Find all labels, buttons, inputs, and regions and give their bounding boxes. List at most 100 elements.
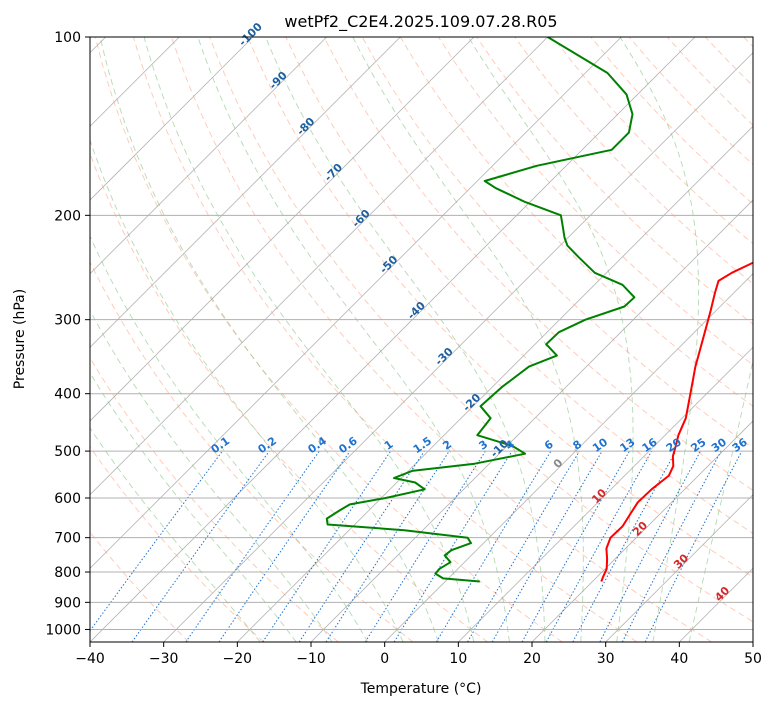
x-tick-label: 0 <box>380 651 389 667</box>
mixing-ratio-label: 0.6 <box>336 434 360 456</box>
mixing-ratio-line <box>185 450 320 642</box>
dry-adiabat-line <box>90 531 190 642</box>
isotherm-line <box>605 494 753 642</box>
dry-adiabat-line <box>247 37 753 578</box>
mixing-ratio-line <box>599 450 701 642</box>
dry-adiabat-line <box>90 261 414 642</box>
isotherm-label: -100 <box>236 20 265 49</box>
mixing-ratio-label: 1 <box>382 438 396 453</box>
temperature-profile-line <box>600 261 753 582</box>
isotherm-label: -70 <box>322 161 345 184</box>
mixing-ratio-line <box>90 450 223 632</box>
mixing-ratio-label: 10 <box>590 435 610 455</box>
moist-adiabat-line <box>265 37 546 642</box>
isotherm-label: 20 <box>630 519 650 539</box>
x-tick-label: 20 <box>523 651 541 667</box>
isotherm-line <box>90 37 622 569</box>
x-tick-label: −30 <box>149 651 179 667</box>
isotherm-line <box>384 273 753 642</box>
dry-adiabat-line <box>209 37 753 623</box>
y-tick-label: 1000 <box>45 622 81 638</box>
isotherm-label: -50 <box>377 253 400 276</box>
dry-adiabat-line <box>171 37 712 642</box>
mixing-ratio-label: 25 <box>689 436 709 455</box>
moist-adiabat-line <box>143 37 475 642</box>
moist-adiabat-line <box>90 138 404 642</box>
y-tick-label: 400 <box>54 387 81 403</box>
mixing-ratio-line <box>644 450 743 642</box>
dry-adiabat-line <box>743 37 753 48</box>
isotherm-line <box>310 199 753 642</box>
y-axis: 100 200 300 400 500 600 700 800 900 1000 <box>45 30 90 638</box>
pressure-gridlines <box>90 37 753 630</box>
moist-adiabat-line <box>99 37 439 642</box>
isotherm-line <box>679 567 753 642</box>
y-tick-label: 700 <box>54 531 81 547</box>
isotherm-label: 30 <box>671 551 691 571</box>
isotherm-label: -20 <box>460 391 483 414</box>
mixing-ratio-line <box>325 450 450 642</box>
mixing-ratio-line <box>572 450 677 642</box>
dry-adiabat-line <box>514 37 753 285</box>
mixing-ratio-line <box>262 450 392 642</box>
mixing-ratio-label: 0.1 <box>209 434 232 456</box>
y-tick-label: 800 <box>54 565 81 581</box>
mixing-ratio-label: 8 <box>571 438 585 453</box>
y-tick-label: 600 <box>54 491 81 507</box>
mixing-ratio-label: 6 <box>542 438 556 453</box>
dry-adiabat-line <box>323 37 753 491</box>
isotherm-label: -30 <box>432 345 455 368</box>
mixing-ratio-label: 0.4 <box>306 434 330 456</box>
moist-adiabat-line <box>90 235 369 642</box>
isotherm-label: -40 <box>405 299 428 322</box>
x-axis: −40 −30 −20 −10 0 10 20 30 40 50 <box>75 642 762 667</box>
x-tick-label: −20 <box>223 651 253 667</box>
moist-adiabat-line <box>197 37 510 642</box>
mixing-ratio-label: 16 <box>640 435 660 455</box>
moist-adiabat-line <box>688 358 753 642</box>
moist-adiabat-line <box>467 37 634 642</box>
y-tick-label: 900 <box>54 595 81 611</box>
isotherm-line <box>90 37 548 496</box>
dry-adiabat-line <box>285 37 753 535</box>
mixing-ratio-label: 2 <box>440 438 454 453</box>
isotherm-line <box>752 641 753 642</box>
mixing-ratio-label: 20 <box>664 435 684 455</box>
background-lines <box>90 37 753 642</box>
isotherm-line <box>90 37 475 422</box>
chart-title: wetPf2_C2E4.2025.109.07.28.R05 <box>284 12 557 32</box>
dry-adiabat-line <box>90 152 488 642</box>
mixing-ratio-label: 30 <box>709 435 729 455</box>
moist-adiabat-line <box>619 37 699 642</box>
dry-adiabat-line <box>552 37 753 245</box>
mixing-ratio-label: 1.5 <box>411 434 434 456</box>
x-axis-label: Temperature (°C) <box>360 681 482 697</box>
dewpoint-profile-line <box>325 37 636 583</box>
x-tick-label: −40 <box>75 651 105 667</box>
x-tick-label: 40 <box>670 651 688 667</box>
moist-adiabat-line <box>90 309 333 642</box>
mixing-ratio-line <box>521 450 630 642</box>
dry-adiabat-line <box>476 37 753 325</box>
isotherm-line <box>237 125 753 642</box>
mixing-ratio-line <box>298 450 425 642</box>
dry-adiabat-line <box>90 446 264 642</box>
y-axis-label: Pressure (hPa) <box>12 289 28 389</box>
isotherm-line <box>458 346 753 642</box>
mixing-ratio-line <box>393 450 513 642</box>
isotherm-label: 10 <box>589 486 609 506</box>
isotherm-label: -60 <box>350 207 373 230</box>
plot-frame <box>89 36 754 643</box>
isotherm-label: 40 <box>712 584 732 604</box>
isotherm-line <box>90 37 327 275</box>
mixing-ratio-line <box>218 450 351 642</box>
profile-lines <box>325 37 753 583</box>
isotherm-line <box>90 37 254 201</box>
y-tick-label: 500 <box>54 444 81 460</box>
dry-adiabat-line <box>132 37 638 642</box>
dry-adiabat-line <box>590 37 753 205</box>
mixing-ratio-line <box>435 450 552 642</box>
isotherm-line <box>531 420 753 642</box>
mixing-ratio-line <box>131 450 270 642</box>
